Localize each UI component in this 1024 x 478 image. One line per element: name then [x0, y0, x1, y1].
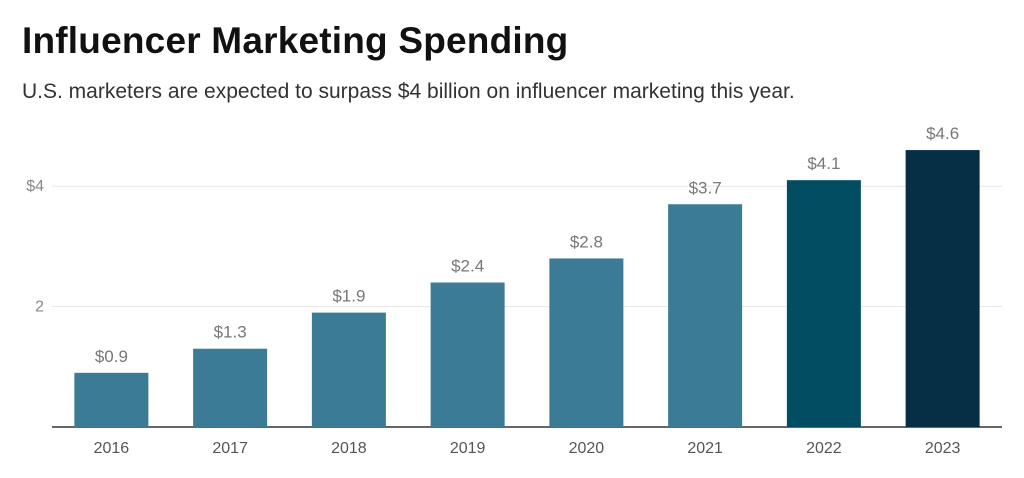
- bar-2016: [74, 372, 149, 427]
- data-label: $4.1: [807, 154, 840, 173]
- y-tick-label: $4: [26, 178, 44, 195]
- bar-2019: [430, 282, 505, 427]
- data-label: $4.6: [926, 124, 959, 143]
- bar-2017: [193, 348, 268, 427]
- bar-2021: [668, 204, 743, 427]
- x-tick-label: 2022: [806, 440, 842, 457]
- chart-title: Influencer Marketing Spending: [22, 20, 569, 61]
- x-tick-label: 2018: [331, 440, 367, 457]
- x-tick-label: 2017: [212, 440, 248, 457]
- x-tick-label: 2019: [450, 440, 486, 457]
- data-label: $2.8: [570, 232, 603, 251]
- chart-subtitle: U.S. marketers are expected to surpass $…: [22, 80, 795, 103]
- data-label: $1.9: [332, 287, 365, 306]
- x-tick-label: 2021: [687, 440, 723, 457]
- bar-2020: [549, 258, 624, 427]
- x-tick-label: 2020: [569, 440, 605, 457]
- data-label: $3.7: [689, 178, 722, 197]
- data-label: $0.9: [95, 347, 128, 366]
- bar-2018: [311, 312, 386, 427]
- data-label: $1.3: [214, 323, 247, 342]
- bars: [74, 150, 980, 427]
- x-tick-label: 2016: [94, 440, 130, 457]
- bar-2023: [905, 150, 980, 427]
- data-label: $2.4: [451, 257, 484, 276]
- bar-2022: [786, 180, 861, 427]
- labels: 2 $4 $0.9 2016 $1.3 2017 $1.9 2018 $2.4 2019 $2.8 2…: [26, 124, 960, 457]
- y-tick-label: 2: [35, 299, 44, 316]
- x-tick-label: 2023: [925, 440, 961, 457]
